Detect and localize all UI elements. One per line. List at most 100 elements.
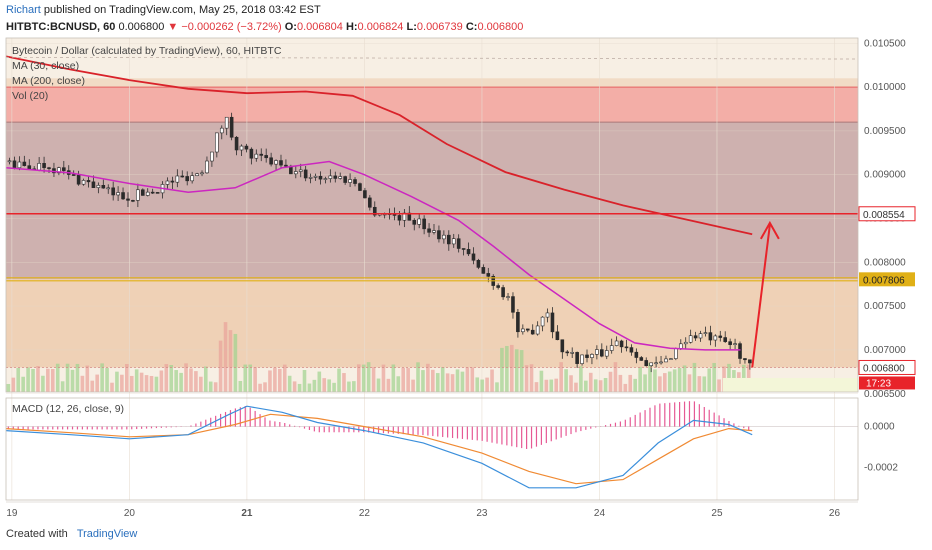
candle-body xyxy=(279,160,283,166)
volume-bar xyxy=(509,344,514,392)
candle-body xyxy=(451,238,456,245)
candle-body xyxy=(417,218,421,225)
candle-body xyxy=(456,238,461,249)
volume-bar xyxy=(322,378,327,392)
volume-bar xyxy=(495,382,499,392)
low-value: 0.006739 xyxy=(416,21,463,33)
candle-body xyxy=(738,343,742,359)
volume-bar xyxy=(500,347,504,392)
volume-bar xyxy=(347,381,351,392)
volume-bar xyxy=(85,365,90,392)
volume-bar xyxy=(268,370,272,392)
candle-body xyxy=(688,335,693,343)
candle-body xyxy=(101,185,106,189)
price-change: −0.000262 (−3.72%) xyxy=(181,21,282,33)
quote-line: HITBTC:BCNUSD, 60 0.006800 ▼ −0.000262 (… xyxy=(6,21,523,33)
volume-bar xyxy=(406,368,410,392)
candle-body xyxy=(639,357,644,361)
candle-body xyxy=(62,167,66,171)
volume-bar xyxy=(667,371,672,392)
volume-highlight xyxy=(722,377,858,392)
candle-body xyxy=(733,343,737,345)
candle-body xyxy=(180,175,185,178)
volume-bar xyxy=(638,366,642,392)
volume-bar xyxy=(529,364,534,392)
volume-bar xyxy=(80,375,85,392)
open-value: 0.006804 xyxy=(296,21,343,33)
main-pane-border xyxy=(5,37,859,393)
volume-bar xyxy=(588,372,593,392)
macd-legend: MACD (12, 26, close, 9) xyxy=(12,403,125,415)
volume-bar xyxy=(297,383,302,392)
candle-body xyxy=(42,163,46,168)
volume-bar xyxy=(712,362,716,392)
created-with-label: Created with xyxy=(6,528,68,540)
volume-legend: Vol (20) xyxy=(12,90,49,102)
candle-body xyxy=(600,349,604,357)
candle-body xyxy=(249,148,254,159)
volume-bar xyxy=(648,362,652,392)
volume-bar xyxy=(278,368,282,392)
volume-bar xyxy=(179,372,183,392)
volume-bar xyxy=(613,362,618,392)
author-link[interactable]: Richart xyxy=(6,4,41,16)
countdown-bg xyxy=(859,376,915,390)
volume-bar xyxy=(633,378,637,392)
macd-line xyxy=(5,405,753,489)
volume-bar xyxy=(618,374,623,392)
volume-bar xyxy=(65,363,70,392)
countdown-label: 17:23 xyxy=(866,378,891,389)
volume-bar xyxy=(337,368,341,392)
volume-bar xyxy=(218,340,223,392)
volume-bar xyxy=(189,368,193,392)
volume-bar xyxy=(149,375,154,392)
candle-body xyxy=(86,180,91,183)
macd-pane-bg xyxy=(6,398,858,500)
volume-bar xyxy=(169,365,174,392)
volume-bar xyxy=(692,362,697,392)
tradingview-logo-link[interactable]: TradingView xyxy=(76,528,138,540)
time-tick-label: 21 xyxy=(241,508,253,519)
candle-body xyxy=(37,163,41,171)
candle-body xyxy=(244,145,249,150)
volume-bar xyxy=(312,379,317,392)
volume-bar xyxy=(105,367,109,392)
candle-body xyxy=(693,335,698,339)
volume-bar xyxy=(687,374,692,392)
volume-bar xyxy=(46,368,50,392)
publish-line: Richart published on TradingView.com, Ma… xyxy=(6,4,321,16)
volume-bar xyxy=(139,372,144,392)
candle-body xyxy=(674,348,678,359)
candle-body xyxy=(343,176,347,183)
volume-bar xyxy=(717,379,721,392)
price-tick-label: 0.009000 xyxy=(864,170,906,181)
volume-bar xyxy=(564,369,568,392)
volume-bar xyxy=(569,375,573,392)
volume-bar xyxy=(248,364,253,392)
candle-body xyxy=(575,352,579,364)
volume-bar xyxy=(416,362,420,392)
volume-bar xyxy=(307,383,312,392)
price-tick-label: 0.010500 xyxy=(864,38,906,49)
volume-bar xyxy=(342,373,346,392)
volume-bar xyxy=(317,371,322,392)
volume-bar xyxy=(534,382,539,392)
volume-bar xyxy=(208,381,213,392)
volume-bar xyxy=(677,367,682,392)
volume-bar xyxy=(159,370,164,392)
dashed-trendline xyxy=(5,56,859,60)
ma30-legend: MA (30, close) xyxy=(12,60,80,72)
volume-bar xyxy=(356,364,361,392)
volume-bar xyxy=(475,377,480,392)
candle-body xyxy=(368,197,372,208)
volume-bar xyxy=(26,367,30,392)
ma200-legend: MA (200, close) xyxy=(12,75,85,87)
candle-body xyxy=(743,358,747,361)
candle-body xyxy=(116,192,120,196)
volume-bar xyxy=(223,322,228,392)
close-value: 0.006800 xyxy=(477,21,524,33)
volume-bar xyxy=(228,330,233,392)
volume-bar xyxy=(505,345,509,392)
candle-body xyxy=(140,189,145,196)
